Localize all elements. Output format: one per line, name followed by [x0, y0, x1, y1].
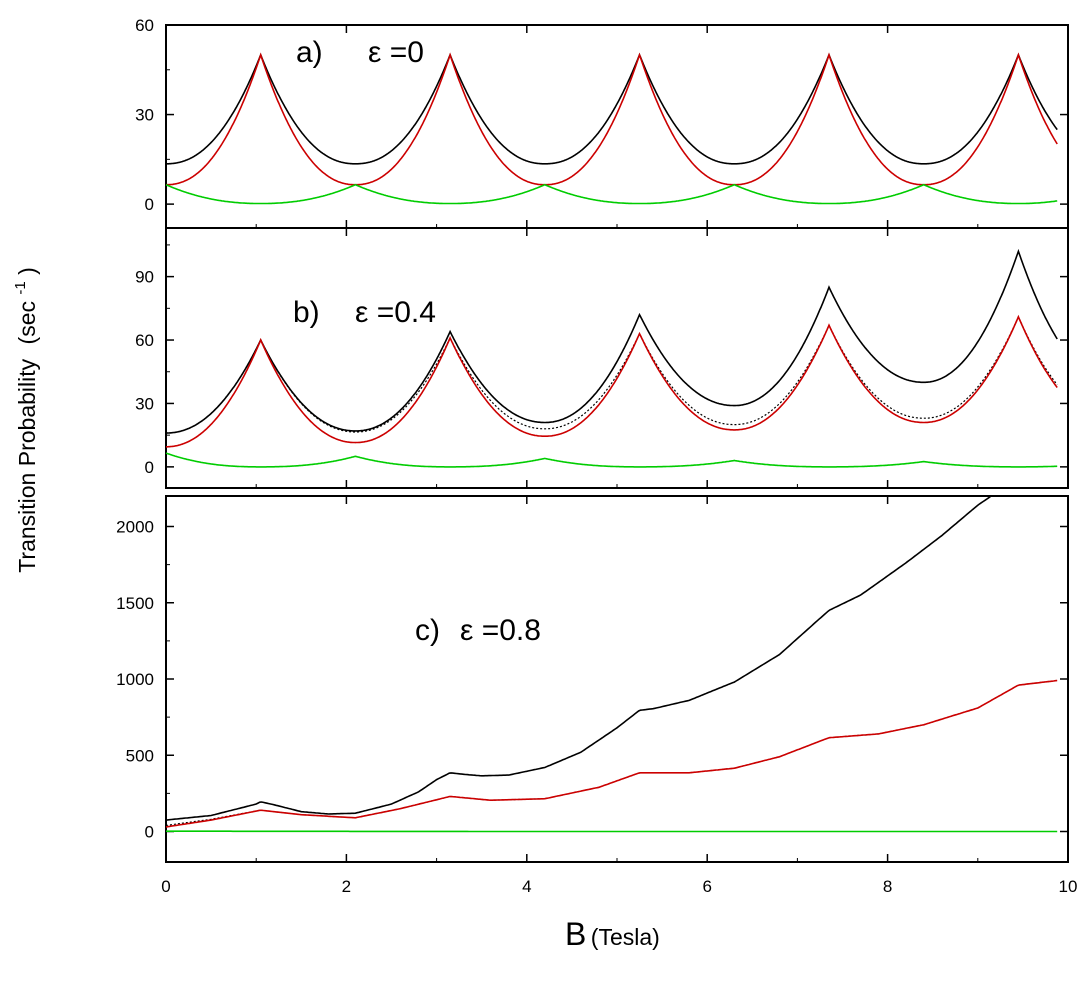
panel-c-xtick-label: 10	[1059, 877, 1078, 896]
panel-a-ytick-label: 0	[145, 195, 154, 214]
x-axis-title: B (Tesla)	[565, 916, 660, 952]
panel-b-ytick-label: 0	[145, 458, 154, 477]
panel-a-ytick-label: 30	[135, 106, 154, 125]
panel-b-frame	[165, 227, 1069, 489]
panel-b-ytick-label: 30	[135, 394, 154, 413]
panel-b-series-2	[166, 314, 1058, 448]
panel-c-xtick-label: 4	[522, 877, 531, 896]
panel-c-xtick-label: 6	[702, 877, 711, 896]
panel-a-series-1	[166, 52, 1058, 186]
panel-a-series-2	[165, 183, 1058, 205]
panel-b-ytick-label: 60	[135, 331, 154, 350]
panel-c-series-1	[165, 679, 1058, 826]
x-axis-title-main: B	[565, 916, 586, 952]
x-axis-title-unit: (Tesla)	[591, 924, 660, 950]
panel-c-letter: c)	[415, 614, 440, 647]
y-axis-unit-close: )	[14, 267, 40, 275]
panel-c-epsilon: ε =0.8	[460, 614, 541, 647]
panel-c-xtick-label: 2	[342, 877, 351, 896]
panel-c-ytick-label: 500	[126, 746, 154, 765]
panel-b-epsilon: ε =0.4	[355, 296, 436, 329]
panel-a-ytick-label: 60	[135, 16, 154, 35]
panel-a-epsilon: ε =0	[368, 36, 424, 69]
panel-a-series-0	[166, 52, 1058, 165]
y-axis-title: Transition Probability (sec -1 )	[4, 267, 40, 573]
panel-c-series-2	[165, 679, 1058, 828]
panel-b-ytick-label: 90	[135, 268, 154, 287]
svg-text:Transition Probability (: Transition Probability (sec -1 )	[4, 267, 40, 573]
panel-c-series-0	[165, 495, 991, 821]
panel-b-series-0	[166, 248, 1058, 434]
y-axis-unit-open: (sec	[14, 301, 40, 344]
chart-panels: 0 30 60 0 30 60 90 0 500 1000 1500 2000 0 2 4 6 8 10	[116, 16, 1077, 896]
panel-c-ytick-label: 1000	[116, 670, 154, 689]
panel-b-letter: b)	[293, 296, 320, 329]
panel-c-ytick-label: 2000	[116, 518, 154, 537]
panel-c-ytick-label: 1500	[116, 594, 154, 613]
panel-a-letter: a)	[296, 36, 323, 69]
y-axis-title-text: Transition Probability	[14, 358, 40, 572]
panel-b-series-3	[165, 452, 1058, 468]
panel-c-frame	[165, 495, 1069, 863]
y-axis-unit-exponent: -1	[12, 281, 29, 294]
panel-c-xtick-label: 8	[883, 877, 892, 896]
panel-b-series-1	[166, 315, 1058, 434]
panel-c-ytick-label: 0	[145, 823, 154, 842]
panel-c-xtick-label: 0	[161, 877, 170, 896]
